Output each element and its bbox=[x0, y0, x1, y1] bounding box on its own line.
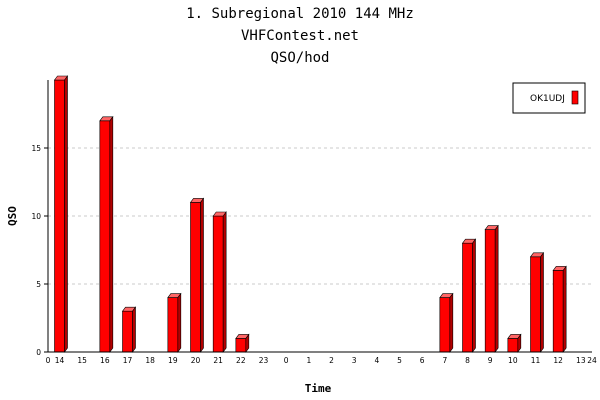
bars-group bbox=[53, 75, 567, 353]
bar-front bbox=[530, 256, 541, 353]
y-tick-label: 15 bbox=[31, 144, 41, 153]
y-tick-label: 0 bbox=[36, 348, 41, 357]
x-tick-label: 20 bbox=[191, 356, 201, 365]
x-axis-label: Time bbox=[305, 382, 332, 395]
bar-front bbox=[507, 338, 519, 353]
bar-side bbox=[494, 224, 499, 353]
bar-side bbox=[177, 292, 182, 353]
y-axis-label: QSO bbox=[6, 206, 19, 226]
bar bbox=[439, 292, 454, 353]
bar-side bbox=[222, 211, 227, 353]
grid-lines bbox=[48, 147, 592, 285]
x-tick-label: 18 bbox=[145, 356, 155, 365]
bar-side bbox=[449, 292, 454, 353]
x-tick-label: 12 bbox=[553, 356, 563, 365]
y-tick-label: 10 bbox=[31, 212, 41, 221]
x-tick-label: 5 bbox=[397, 356, 402, 365]
bar-side bbox=[245, 333, 250, 353]
bar-front bbox=[462, 242, 473, 353]
bar-side bbox=[64, 75, 68, 353]
bar bbox=[484, 224, 499, 353]
bar bbox=[167, 292, 182, 353]
x-tick-label: 15 bbox=[77, 356, 87, 365]
x-tick-label: 16 bbox=[100, 356, 110, 365]
bar bbox=[189, 197, 205, 353]
chart-subtitle-unit: QSO/hod bbox=[270, 50, 330, 66]
y-tick-label: 5 bbox=[36, 280, 41, 289]
legend-label: OK1UDJ bbox=[530, 94, 565, 104]
bar-front bbox=[439, 297, 451, 353]
bar-front bbox=[167, 297, 179, 353]
x-ticks: 14 15 16 17 18 19 20 21 22 23 0 1 2 3 4 5 6 7 8 9 10 11 12 130 2… bbox=[46, 356, 597, 365]
x-tick-label: 4 bbox=[374, 356, 379, 365]
bar-front bbox=[54, 79, 65, 353]
x-tick-label: 2 bbox=[329, 356, 334, 365]
bar bbox=[461, 238, 477, 353]
chart-title: 1. Subregional 2010 144 MHz bbox=[186, 6, 414, 22]
bar-front bbox=[99, 120, 111, 353]
x-tick-label: 1 bbox=[306, 356, 311, 365]
bar-side bbox=[517, 333, 522, 353]
x-tick-label: 14 bbox=[55, 356, 65, 365]
chart-subtitle-site: VHFContest.net bbox=[240, 28, 359, 44]
bar bbox=[235, 333, 250, 353]
bar-front bbox=[552, 270, 564, 353]
bar-side bbox=[200, 197, 204, 353]
x-tick-label: 19 bbox=[168, 356, 178, 365]
bar-front bbox=[190, 202, 201, 353]
x-tick-label: 11 bbox=[531, 356, 541, 365]
bar bbox=[212, 211, 227, 353]
x-tick-label: 0 bbox=[284, 356, 289, 365]
bar bbox=[121, 306, 137, 353]
x-tick-label: 23 bbox=[259, 356, 269, 365]
y-ticks: 0 5 10 15 bbox=[31, 144, 48, 357]
x-axis-end-label: 24 bbox=[587, 356, 597, 365]
x-tick-label: 3 bbox=[352, 356, 357, 365]
x-tick-label: 21 bbox=[213, 356, 223, 365]
legend: OK1UDJ bbox=[512, 82, 586, 114]
bar-side bbox=[472, 238, 476, 353]
bar-front bbox=[212, 215, 224, 353]
bar-front bbox=[484, 229, 496, 353]
bar-side bbox=[109, 115, 114, 353]
x-tick-label: 9 bbox=[488, 356, 493, 365]
bar-front bbox=[235, 338, 247, 353]
x-tick-label: 6 bbox=[420, 356, 425, 365]
x-tick-label: 22 bbox=[236, 356, 246, 365]
bar bbox=[53, 75, 69, 353]
x-tick-label: 7 bbox=[442, 356, 447, 365]
x-tick-label: 13 bbox=[576, 356, 586, 365]
bar bbox=[507, 333, 522, 353]
bar bbox=[529, 251, 545, 353]
legend-swatch bbox=[571, 90, 579, 105]
bar-side bbox=[562, 265, 567, 353]
bar bbox=[552, 265, 567, 353]
x-tick-label: 8 bbox=[465, 356, 470, 365]
bar-front bbox=[122, 310, 133, 353]
x-tick-label: 10 bbox=[508, 356, 518, 365]
x-axis-start-label: 0 bbox=[46, 356, 51, 365]
bar-side bbox=[132, 306, 136, 353]
bar bbox=[99, 115, 114, 353]
x-tick-label: 17 bbox=[123, 356, 133, 365]
bar-side bbox=[540, 251, 544, 353]
